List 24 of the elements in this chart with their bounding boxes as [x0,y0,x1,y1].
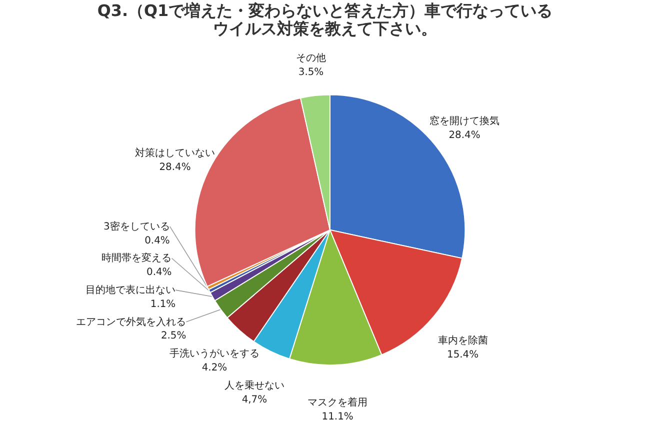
slice-label: その他 [296,52,326,64]
slice-label: マスクを着用 [308,396,368,409]
data-label: 4.2% [202,362,228,374]
data-label: 11.1% [322,412,354,423]
slice-label: 対策はしていない [134,147,215,160]
data-label: 2.5% [160,330,186,342]
data-label: 3.5% [298,66,324,78]
data-label: 15.4% [447,350,479,361]
data-label: 28.4% [159,162,191,174]
slice-label: 車内を除菌 [438,334,488,347]
text: Q3.（Q1で増えた・変わらないと答えた方）車で行なっている [97,1,553,20]
data-label: 0.4% [144,235,170,246]
slice-label: 手洗いうがいをする [169,348,260,360]
data-label: 0.4% [146,267,172,278]
data-label: 1.1% [150,298,176,310]
data-label: 4,7% [242,394,268,406]
slice-label: 時間帯を変える [102,252,172,264]
slice-label: 人を乗せない [224,379,284,392]
text: ウイルス対策を教えて下さい。 [213,19,437,38]
slice-label: エアコンで外気を入れる [76,316,186,328]
data-label: 28.4% [448,130,480,142]
slice-label: 目的地で表に出ない [86,284,176,296]
slice-label: 3密をしている [104,220,170,232]
slice-label: 窓を開けて換気 [429,115,500,128]
